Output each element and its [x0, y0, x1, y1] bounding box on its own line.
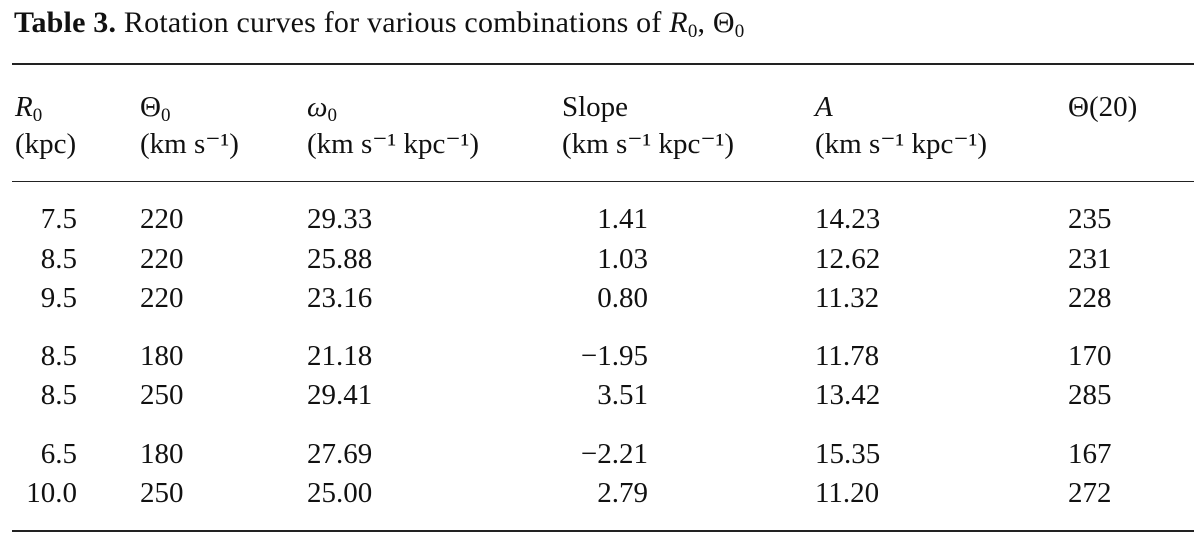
unit-a: (km s⁻¹ kpc⁻¹)	[815, 128, 988, 160]
table-cell: 8.5	[40, 340, 77, 372]
table-cell: 11.78	[815, 340, 880, 372]
table-cell: 8.5	[40, 243, 77, 275]
table-cell: 8.5	[40, 379, 77, 411]
table-cell: 2.79	[597, 477, 648, 509]
table-cell: 23.16	[307, 282, 373, 314]
table-cell: 3.51	[597, 379, 648, 411]
caption-label: Table 3.	[14, 6, 117, 39]
table-cell: 27.69	[307, 438, 373, 470]
header-slope: Slope	[562, 91, 629, 123]
header-theta0: Θ0	[140, 91, 171, 126]
top-rule	[12, 63, 1194, 65]
table-cell: 272	[1068, 477, 1112, 509]
table-cell: 15.35	[815, 438, 881, 470]
table-cell: 250	[140, 379, 184, 411]
table-cell: 167	[1068, 438, 1112, 470]
header-a: A	[815, 91, 833, 123]
bottom-rule	[12, 530, 1194, 532]
caption-theta-symbol: Θ	[712, 6, 735, 39]
table-cell: 0.80	[597, 282, 648, 314]
table-cell: 235	[1068, 203, 1112, 235]
unit-r0: (kpc)	[15, 128, 77, 160]
header-r0: R0	[15, 91, 43, 126]
table-cell: 228	[1068, 282, 1112, 314]
table-cell: 285	[1068, 379, 1112, 411]
caption-r-sub: 0	[687, 21, 698, 42]
table-cell: 170	[1068, 340, 1112, 372]
unit-slope: (km s⁻¹ kpc⁻¹)	[562, 128, 735, 160]
table-cell: 1.03	[597, 243, 648, 275]
table-cell: 14.23	[815, 203, 881, 235]
table-cell: 1.41	[597, 203, 648, 235]
table-cell: 9.5	[40, 282, 77, 314]
table-cell: 220	[140, 243, 184, 275]
table-cell: 13.42	[815, 379, 881, 411]
caption-r-symbol: R	[669, 6, 688, 39]
table-cell: 231	[1068, 243, 1112, 275]
table-cell: 11.20	[815, 477, 880, 509]
table-caption: Table 3. Rotation curves for various com…	[14, 6, 745, 42]
caption-text: Rotation curves for various combinations…	[123, 6, 662, 39]
table-cell: 29.33	[307, 203, 373, 235]
table-cell: 250	[140, 477, 184, 509]
header-theta20: Θ(20)	[1068, 91, 1138, 123]
table-cell: 220	[140, 282, 184, 314]
table-cell: 12.62	[815, 243, 881, 275]
table-cell: 10.0	[26, 477, 77, 509]
header-omega0: ω0	[307, 91, 337, 126]
table-cell: 180	[140, 340, 184, 372]
table-cell: 21.18	[307, 340, 373, 372]
table-cell: 25.88	[307, 243, 373, 275]
table-cell: 6.5	[40, 438, 77, 470]
unit-omega0: (km s⁻¹ kpc⁻¹)	[307, 128, 480, 160]
table-cell: 220	[140, 203, 184, 235]
table-cell: 11.32	[815, 282, 880, 314]
table-cell: 180	[140, 438, 184, 470]
table-cell: 25.00	[307, 477, 373, 509]
table-cell: 7.5	[40, 203, 77, 235]
table-cell: −1.95	[580, 340, 648, 372]
caption-sep: ,	[697, 6, 713, 39]
table-cell: 29.41	[307, 379, 373, 411]
table-cell: −2.21	[580, 438, 648, 470]
header-rule	[12, 181, 1194, 182]
caption-theta-sub: 0	[734, 21, 745, 42]
unit-theta0: (km s⁻¹)	[140, 128, 239, 160]
